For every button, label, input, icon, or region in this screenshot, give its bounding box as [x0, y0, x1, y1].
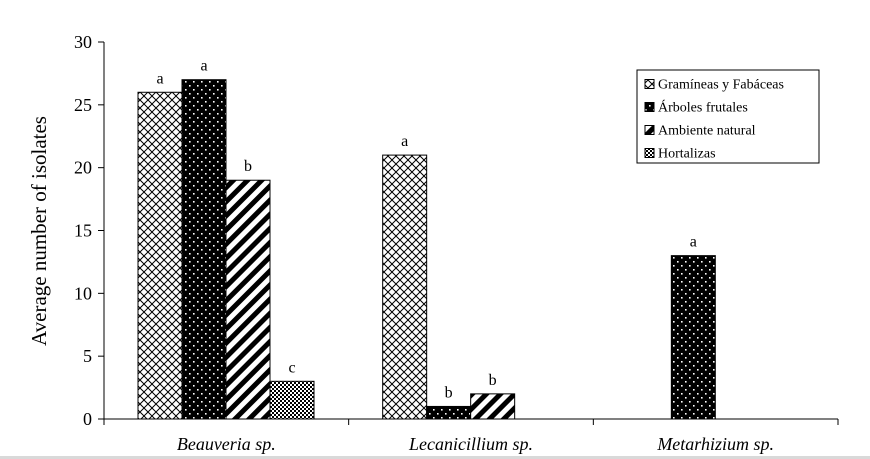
category-labels: Beauveria sp. Lecanicillium sp. Metarhiziu…: [177, 434, 774, 454]
category-label: Lecanicillium sp.: [408, 434, 533, 454]
bottom-rule: [0, 456, 870, 459]
bars-group: [137, 79, 716, 420]
significance-label: a: [690, 234, 697, 251]
significance-label: b: [445, 384, 453, 401]
legend-swatch: [644, 148, 655, 158]
legend-box: [636, 69, 820, 164]
bar: [426, 405, 472, 420]
category-label: Beauveria sp.: [177, 434, 276, 454]
bar: [225, 179, 271, 420]
significance-label: b: [489, 372, 497, 389]
legend-label: Árboles frutales: [658, 99, 748, 116]
y-axis-title: Average number of isolates: [27, 116, 51, 346]
category-label: Metarhizium sp.: [656, 434, 774, 454]
significance-label: a: [401, 133, 408, 150]
legend-label: Gramíneas y Fabáceas: [658, 78, 784, 93]
bar: [269, 380, 315, 420]
significance-label: c: [288, 359, 295, 376]
y-tick-label: 0: [83, 409, 92, 429]
bar: [137, 91, 183, 420]
bar: [470, 393, 516, 420]
y-tick-label: 10: [74, 283, 92, 303]
y-axis-ticks: 0 5 10 15 20 25 30: [74, 32, 104, 429]
significance-label: b: [244, 158, 252, 175]
y-tick-label: 5: [83, 346, 92, 366]
legend-label: Ambiente natural: [658, 124, 756, 139]
legend: Gramíneas y Fabáceas Árboles frutales Ambi…: [636, 69, 820, 164]
legend-swatch: [644, 79, 655, 89]
significance-labels: a a b c a b b a: [156, 58, 696, 402]
bar: [670, 255, 716, 420]
x-axis-ticks: [103, 419, 839, 425]
legend-swatch: [644, 125, 655, 135]
significance-label: a: [156, 70, 163, 87]
y-tick-label: 20: [74, 158, 92, 178]
significance-label: a: [200, 58, 207, 75]
legend-label: Hortalizas: [658, 147, 716, 162]
y-tick-label: 15: [74, 221, 92, 241]
bar: [181, 79, 227, 420]
y-tick-label: 25: [74, 95, 92, 115]
y-tick-label: 30: [74, 32, 92, 52]
legend-swatch: [644, 102, 655, 112]
bar: [382, 154, 428, 420]
